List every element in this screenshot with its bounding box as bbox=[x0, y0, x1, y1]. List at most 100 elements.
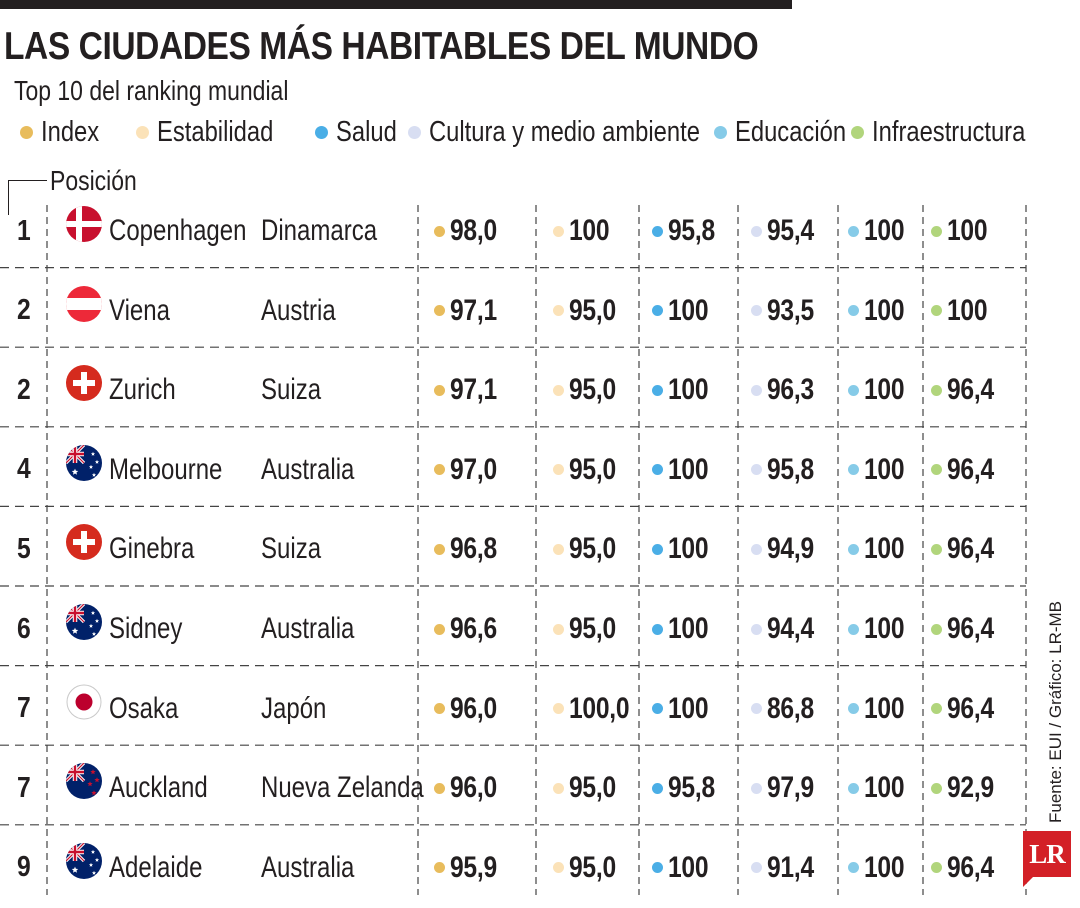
infraestructura-cell: 96,4 bbox=[931, 589, 1004, 669]
educacion-dot bbox=[848, 384, 859, 396]
country-name: Austria bbox=[261, 293, 336, 327]
index-value: 95,9 bbox=[450, 850, 497, 884]
legend-dot-educacion bbox=[714, 125, 727, 139]
legend-label-cultura: Cultura y medio ambiente bbox=[429, 116, 700, 148]
denmark-flag-icon bbox=[66, 206, 102, 242]
rank-cell: 2 bbox=[17, 271, 33, 351]
salud-value: 95,8 bbox=[668, 771, 715, 805]
salud-dot bbox=[652, 623, 663, 635]
infraestructura-cell: 96,4 bbox=[931, 430, 1004, 510]
educacion-dot bbox=[848, 305, 859, 317]
position-header: Posición bbox=[50, 165, 137, 196]
infraestructura-dot bbox=[931, 384, 942, 396]
index-dot bbox=[434, 305, 445, 317]
country-cell: Nueva Zelanda bbox=[261, 748, 464, 828]
table-row: 1 Copenhagen Dinamarca 98,0 100 95,8 95,4 100 10… bbox=[0, 191, 1040, 271]
index-dot bbox=[434, 623, 445, 635]
rank-value: 6 bbox=[17, 612, 31, 645]
index-value: 97,1 bbox=[450, 373, 497, 407]
salud-dot bbox=[652, 543, 663, 555]
infraestructura-dot bbox=[931, 225, 942, 237]
salud-cell: 95,8 bbox=[652, 191, 725, 271]
estabilidad-dot bbox=[553, 862, 564, 874]
switzerland-flag-icon bbox=[66, 365, 102, 402]
source-credit: Fuente: EUI / Gráfico: LR-MB bbox=[1046, 600, 1065, 823]
estabilidad-dot bbox=[553, 384, 564, 396]
salud-value: 100 bbox=[668, 691, 709, 725]
chart-subtitle: Top 10 del ranking mundial bbox=[14, 75, 289, 106]
salud-dot bbox=[652, 305, 663, 317]
index-dot bbox=[434, 862, 445, 874]
index-cell: 97,0 bbox=[434, 430, 507, 510]
educacion-value: 100 bbox=[864, 691, 905, 725]
educacion-value: 100 bbox=[864, 850, 905, 884]
infraestructura-value: 100 bbox=[947, 293, 988, 327]
city-cell: Melbourne bbox=[109, 430, 251, 510]
table-row: 5 Ginebra Suiza 96,8 95,0 100 94,9 100 96,4 bbox=[0, 509, 1040, 589]
country-name: Nueva Zelanda bbox=[261, 771, 424, 805]
infraestructura-cell: 100 bbox=[931, 271, 996, 351]
position-bracket bbox=[8, 180, 47, 215]
educacion-cell: 100 bbox=[848, 828, 913, 908]
index-dot bbox=[434, 782, 445, 794]
rank-value: 7 bbox=[17, 771, 31, 804]
infraestructura-value: 92,9 bbox=[947, 771, 994, 805]
cultura-dot bbox=[751, 384, 762, 396]
cultura-dot bbox=[751, 703, 762, 715]
salud-dot bbox=[652, 225, 663, 237]
estabilidad-value: 95,0 bbox=[569, 612, 616, 645]
educacion-cell: 100 bbox=[848, 191, 913, 271]
educacion-cell: 100 bbox=[848, 669, 913, 749]
educacion-value: 100 bbox=[864, 612, 905, 645]
rank-value: 4 bbox=[17, 453, 31, 486]
legend-dot-estabilidad bbox=[136, 125, 149, 139]
salud-dot bbox=[652, 782, 663, 794]
country-name: Suiza bbox=[261, 532, 322, 566]
rank-value: 7 bbox=[17, 692, 31, 725]
infraestructura-value: 96,4 bbox=[947, 452, 994, 486]
index-value: 96,6 bbox=[450, 612, 497, 645]
salud-dot bbox=[652, 464, 663, 476]
lr-logo: LR bbox=[1023, 831, 1071, 877]
estabilidad-dot bbox=[553, 305, 564, 317]
educacion-dot bbox=[848, 623, 859, 635]
educacion-value: 100 bbox=[864, 214, 905, 247]
salud-dot bbox=[652, 862, 663, 874]
salud-dot bbox=[652, 384, 663, 396]
table-row: 6 Sidney Australia 96,6 95,0 100 94,4 100 96,4 bbox=[0, 589, 1040, 669]
estabilidad-cell: 100 bbox=[553, 191, 618, 271]
infraestructura-dot bbox=[931, 623, 942, 635]
infraestructura-cell: 100 bbox=[931, 191, 996, 271]
country-cell: Australia bbox=[261, 828, 378, 908]
rank-cell: 9 bbox=[17, 828, 33, 908]
rank-cell: 5 bbox=[17, 509, 33, 589]
educacion-cell: 100 bbox=[848, 430, 913, 510]
cultura-value: 91,4 bbox=[767, 850, 814, 884]
salud-value: 100 bbox=[668, 293, 709, 327]
salud-value: 100 bbox=[668, 452, 709, 486]
legend-item-estabilidad: Estabilidad bbox=[136, 112, 299, 152]
city-cell: Osaka bbox=[109, 669, 196, 749]
rank-value: 2 bbox=[17, 294, 31, 327]
index-cell: 97,1 bbox=[434, 271, 507, 351]
estabilidad-value: 95,0 bbox=[569, 452, 616, 486]
city-name: Ginebra bbox=[109, 532, 195, 566]
city-cell: Auckland bbox=[109, 748, 232, 828]
estabilidad-dot bbox=[553, 225, 564, 237]
lr-logo-tail bbox=[1023, 877, 1033, 887]
country-name: Australia bbox=[261, 612, 355, 645]
rank-value: 1 bbox=[17, 214, 31, 247]
country-cell: Suiza bbox=[261, 509, 336, 589]
rank-value: 2 bbox=[17, 373, 31, 406]
index-cell: 96,0 bbox=[434, 669, 507, 749]
estabilidad-value: 95,0 bbox=[569, 850, 616, 884]
educacion-value: 100 bbox=[864, 293, 905, 327]
estabilidad-cell: 95,0 bbox=[553, 509, 626, 589]
country-cell: Australia bbox=[261, 430, 378, 510]
estabilidad-value: 100 bbox=[569, 214, 610, 247]
salud-value: 100 bbox=[668, 373, 709, 407]
cultura-cell: 86,8 bbox=[751, 669, 824, 749]
legend-dot-cultura bbox=[408, 125, 421, 139]
legend-label-salud: Salud bbox=[336, 116, 397, 148]
japan-flag-icon bbox=[66, 683, 102, 720]
